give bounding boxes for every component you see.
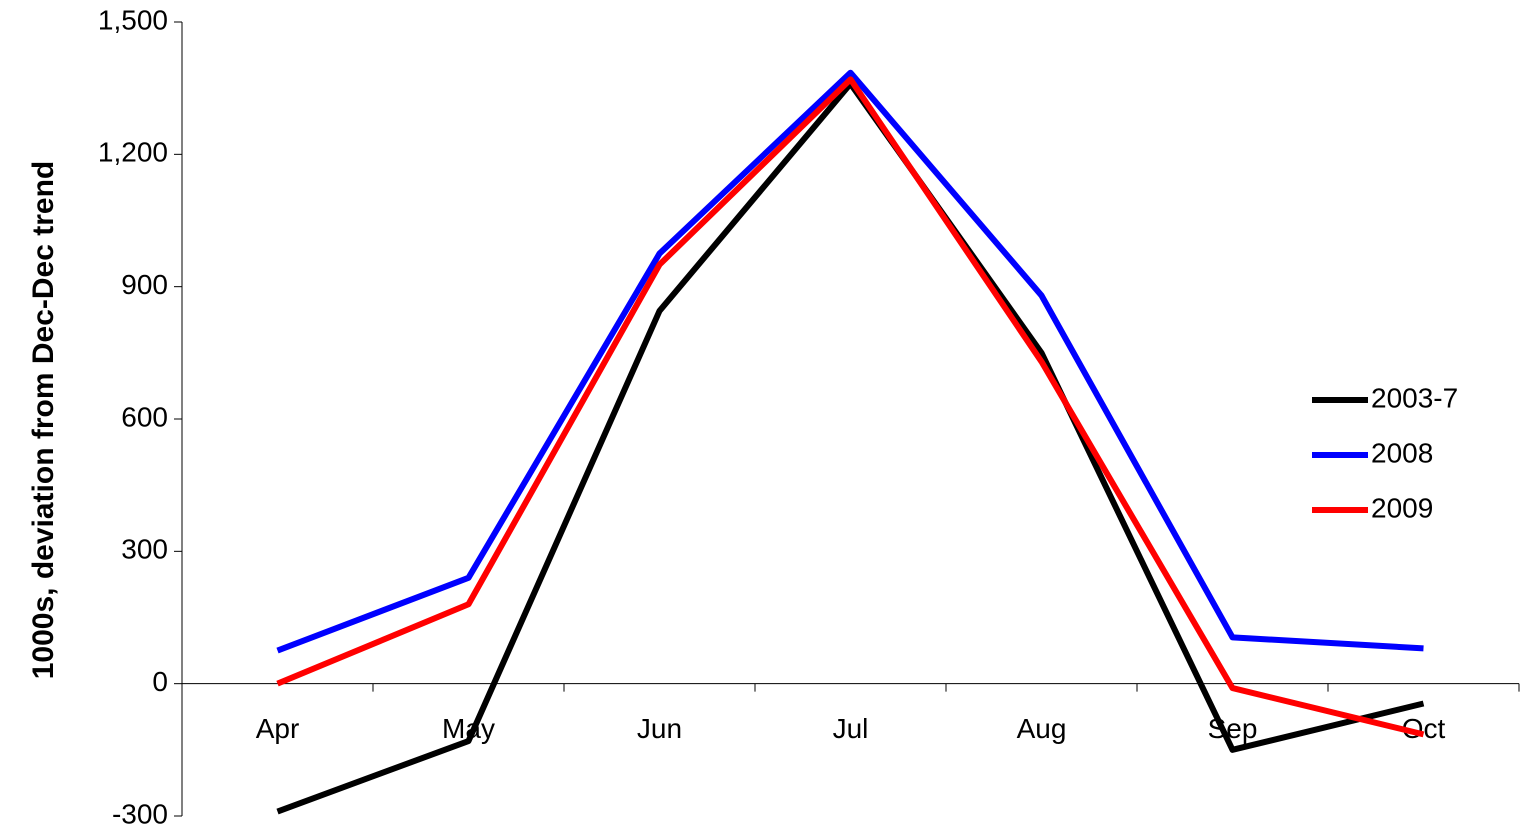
y-tick-label: 0 <box>152 666 168 697</box>
x-tick-label: Jul <box>833 713 869 744</box>
x-tick-label: Apr <box>256 713 300 744</box>
legend-label: 2009 <box>1371 492 1433 523</box>
y-tick-label: 900 <box>121 269 168 300</box>
y-tick-label: 1,500 <box>98 4 168 35</box>
x-tick-label: Aug <box>1017 713 1067 744</box>
y-tick-label: 1,200 <box>98 137 168 168</box>
series-line <box>276 80 1425 815</box>
legend-label: 2008 <box>1371 437 1433 468</box>
series-line <box>276 76 1425 738</box>
y-tick-label: -300 <box>112 798 168 829</box>
series-line <box>276 69 1424 654</box>
x-tick-label: Jun <box>637 713 682 744</box>
legend-label: 2003-7 <box>1371 382 1458 413</box>
y-axis-label: 1000s, deviation from Dec-Dec trend <box>27 161 60 680</box>
y-tick-label: 300 <box>121 534 168 565</box>
y-tick-label: 600 <box>121 401 168 432</box>
